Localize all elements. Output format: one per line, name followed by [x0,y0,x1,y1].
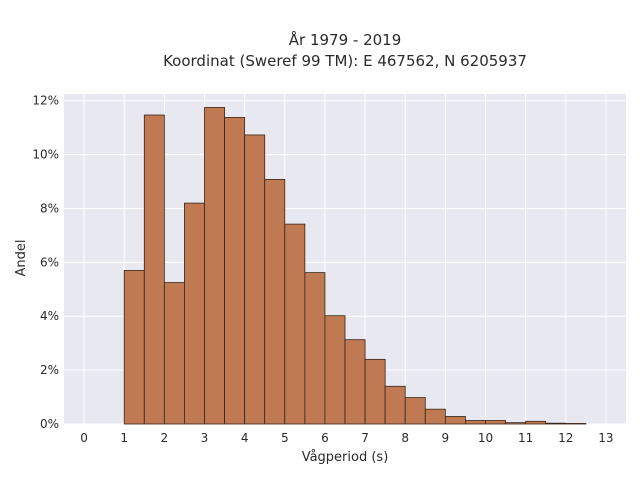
chart-title-line-2: Koordinat (Sweref 99 TM): E 467562, N 62… [163,52,527,70]
y-tick-label: 12% [32,94,59,108]
histogram-bar [424,408,446,425]
histogram-bar [384,385,406,425]
x-tick-label: 6 [321,431,329,445]
histogram-bar [244,134,266,425]
histogram-bar [545,422,567,425]
histogram-bar [143,114,165,425]
histogram-bar [525,420,547,425]
x-tick-label: 2 [161,431,169,445]
histogram-bar [224,117,246,425]
y-tick-label: 8% [40,201,59,215]
x-axis-ticks: 0 1 2 3 4 5 6 7 8 9 10 11 12 13 [80,431,613,445]
histogram-bar [404,397,426,425]
x-tick-label: 11 [518,431,533,445]
histogram-bar [204,107,225,425]
y-axis-label: Andel [14,240,29,277]
x-tick-label: 9 [442,431,450,445]
chart-title-line-1: År 1979 - 2019 [289,30,402,49]
x-tick-label: 7 [361,431,369,445]
histogram-bar [163,282,185,425]
histogram-bar [123,270,145,425]
x-tick-label: 5 [281,431,289,445]
y-tick-label: 6% [40,255,59,269]
x-tick-label: 8 [401,431,409,445]
y-tick-label: 0% [40,417,59,431]
y-tick-label: 10% [32,148,59,162]
histogram-bar [284,223,306,425]
x-tick-label: 10 [478,431,493,445]
histogram-bar [485,420,506,425]
x-tick-label: 1 [120,431,128,445]
y-axis-ticks: 0% 2% 4% 6% 8% 10% 12% [32,94,59,431]
x-tick-label: 0 [80,431,88,445]
histogram-bar [304,272,326,425]
histogram-bar [264,178,286,425]
x-tick-label: 4 [241,431,249,445]
histogram-bar [565,423,587,425]
histogram-bar [444,416,466,425]
histogram-bar [364,358,386,425]
histogram-bar [505,422,527,425]
x-tick-label: 3 [201,431,209,445]
y-tick-label: 4% [40,309,59,323]
histogram-bar [465,420,486,425]
histogram-bar [344,339,366,425]
x-axis-label: Vågperiod (s) [302,450,389,465]
bars [123,107,587,425]
histogram-bar [184,202,205,425]
x-tick-label: 13 [598,431,613,445]
histogram-bar [324,315,346,425]
x-tick-label: 12 [558,431,573,445]
y-tick-label: 2% [40,363,59,377]
